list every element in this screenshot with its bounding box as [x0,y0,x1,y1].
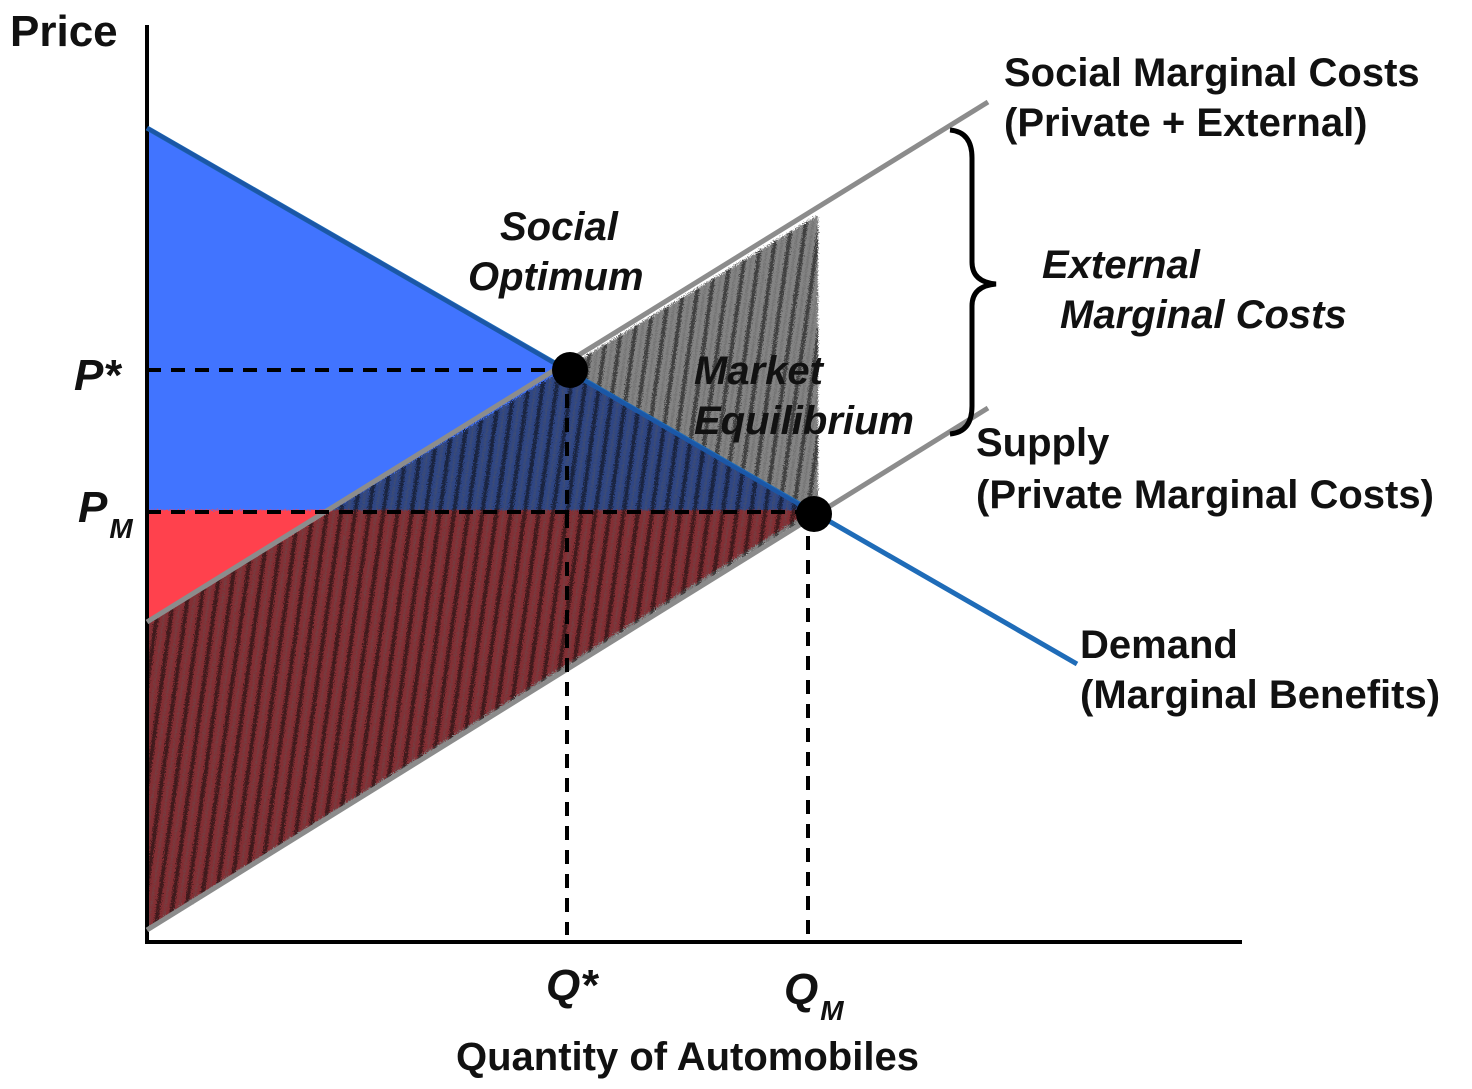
smc-label-line1: Social Marginal Costs [1004,51,1420,95]
external-costs-label-line1: External [1042,243,1201,287]
supply-label-line1: Supply [976,421,1110,465]
demand-label-line1: Demand [1080,623,1238,667]
qm-label: QM [784,965,844,1026]
supply-label-line2: (Private Marginal Costs) [976,473,1434,517]
smc-label-line2: (Private + External) [1004,101,1368,145]
external-cost-shading [147,215,818,930]
x-axis-label: Quantity of Automobiles [456,1035,919,1079]
social-optimum-point [552,352,588,388]
market-equilibrium-point [796,496,832,532]
p-star-label: P* [74,351,122,400]
q-star-label: Q* [546,961,599,1010]
demand-curve-overlay [145,126,814,514]
external-costs-label-line2: Marginal Costs [1060,293,1347,337]
pm-subscript: M [109,513,133,544]
qm-subscript: M [820,995,844,1026]
market-eq-label-line2: Equilibrium [694,399,914,443]
pm-label: PM [78,483,133,544]
y-axis-label: Price [10,7,118,56]
external-cost-brace [949,127,997,437]
market-eq-label-line1: Market [694,349,825,393]
social-optimum-label-line2: Optimum [468,255,644,299]
social-optimum-label-line1: Social [500,205,619,249]
demand-label-line2: (Marginal Benefits) [1080,673,1440,717]
